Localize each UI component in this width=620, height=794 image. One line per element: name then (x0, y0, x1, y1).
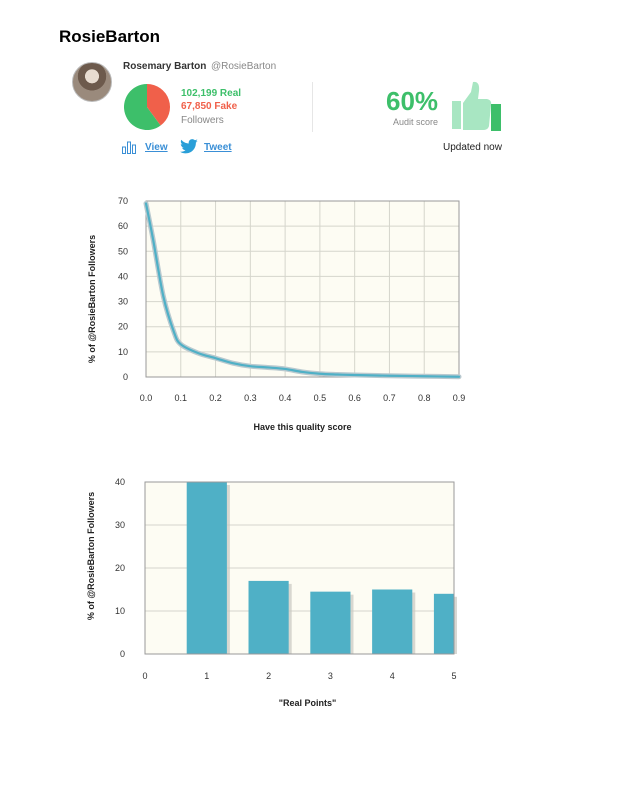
x-tick-label: 2 (266, 671, 271, 681)
avatar (72, 62, 112, 102)
bar (248, 580, 289, 654)
fake-followers-count: 67,850 Fake (181, 101, 238, 112)
y-tick-label: 40 (115, 477, 125, 487)
bar (372, 589, 413, 654)
x-tick-label: 0.6 (348, 393, 361, 403)
audit-score: 60% (386, 86, 439, 116)
plot-border (145, 200, 460, 378)
x-tick-label: 0.9 (453, 393, 466, 403)
x-tick-label: 0.5 (314, 393, 327, 403)
x-tick-label: 4 (390, 671, 395, 681)
page-title: RosieBarton (59, 27, 161, 46)
x-tick-label: 0.7 (383, 393, 396, 403)
x-tick-label: 0 (142, 671, 147, 681)
profile-handle: @RosieBarton (211, 61, 277, 72)
series-line (144, 202, 461, 378)
followers-pie-chart (124, 84, 170, 130)
divider (312, 82, 313, 132)
y-tick-label: 20 (115, 563, 125, 573)
x-tick-label: 0.2 (209, 393, 222, 403)
x-tick-label: 5 (451, 671, 456, 681)
twitter-bird-icon[interactable] (179, 139, 199, 155)
y-tick-label: 10 (118, 347, 128, 357)
x-axis-label: Have this quality score (253, 422, 351, 432)
thumbs-up-icon (452, 81, 501, 131)
y-tick-label: 40 (118, 271, 128, 281)
x-tick-label: 3 (328, 671, 333, 681)
x-tick-label: 0.1 (175, 393, 188, 403)
quality-score-line-chart: 0 10 20 30 40 50 60 70 0.0 0.1 0.2 0.3 0.4 0.5 0.6 0.7 0… (87, 196, 466, 432)
x-tick-label: 0.4 (279, 393, 292, 403)
x-axis-label: "Real Points" (279, 698, 337, 708)
y-tick-label: 50 (118, 246, 128, 256)
tweet-link[interactable]: Tweet (204, 142, 232, 153)
audit-score-label: Audit score (393, 117, 439, 127)
plot-area (145, 200, 460, 378)
bar (310, 591, 351, 654)
pie-slice-real (124, 84, 161, 130)
bar (433, 593, 454, 654)
bar-chart-icon[interactable] (122, 141, 138, 154)
y-tick-label: 30 (118, 297, 128, 307)
followers-label: Followers (181, 115, 224, 126)
real-points-bar-chart: 0 10 20 30 40 0 1 2 3 4 5 "Real Points" % of @RosieB… (86, 477, 457, 708)
real-followers-count: 102,199 Real (181, 88, 242, 99)
bar (186, 482, 227, 654)
x-tick-label: 0.8 (418, 393, 431, 403)
y-tick-label: 10 (115, 606, 125, 616)
x-tick-label: 0.3 (244, 393, 257, 403)
y-axis-label: % of @RosieBarton Followers (87, 235, 97, 363)
updated-status: Updated now (443, 142, 502, 153)
profile-name: Rosemary Barton (123, 61, 207, 72)
y-tick-label: 70 (118, 196, 128, 206)
y-tick-label: 60 (118, 221, 128, 231)
pie-slice-fake (147, 84, 170, 126)
y-axis-label: % of @RosieBarton Followers (86, 492, 96, 620)
y-tick-label: 30 (115, 520, 125, 530)
y-tick-label: 0 (123, 372, 128, 382)
x-tick-label: 1 (204, 671, 209, 681)
y-tick-label: 0 (120, 649, 125, 659)
view-link[interactable]: View (145, 142, 168, 153)
plot-border (144, 481, 455, 655)
y-tick-label: 20 (118, 322, 128, 332)
x-tick-label: 0.0 (140, 393, 153, 403)
